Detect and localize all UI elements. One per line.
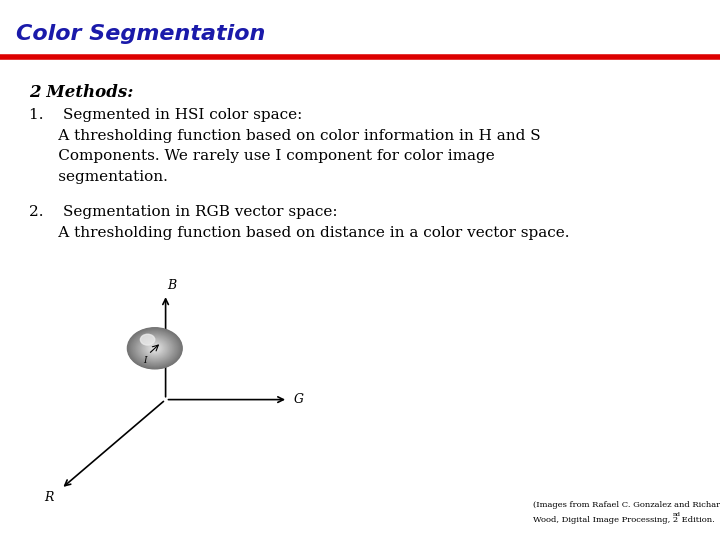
- Circle shape: [153, 347, 157, 350]
- Circle shape: [129, 329, 181, 368]
- Text: B: B: [167, 279, 176, 292]
- Circle shape: [150, 345, 160, 352]
- Text: (Images from Rafael C. Gonzalez and Richard E.: (Images from Rafael C. Gonzalez and Rich…: [533, 501, 720, 509]
- Circle shape: [148, 343, 161, 353]
- Text: R: R: [45, 491, 54, 504]
- Text: A thresholding function based on color information in H and S: A thresholding function based on color i…: [29, 129, 541, 143]
- Circle shape: [135, 334, 174, 363]
- Text: I: I: [143, 356, 146, 365]
- Circle shape: [131, 330, 179, 366]
- Circle shape: [149, 344, 161, 353]
- Circle shape: [142, 339, 168, 358]
- Circle shape: [132, 332, 177, 365]
- Text: 1.    Segmented in HSI color space:: 1. Segmented in HSI color space:: [29, 108, 302, 122]
- Circle shape: [151, 346, 158, 351]
- Circle shape: [128, 328, 181, 368]
- Circle shape: [140, 338, 169, 359]
- Text: A thresholding function based on distance in a color vector space.: A thresholding function based on distanc…: [29, 226, 570, 240]
- Circle shape: [132, 331, 178, 366]
- Circle shape: [153, 347, 156, 349]
- Circle shape: [137, 335, 173, 362]
- Text: Color Segmentation: Color Segmentation: [16, 24, 265, 44]
- Text: Edition.: Edition.: [679, 516, 715, 524]
- Circle shape: [130, 329, 180, 367]
- Circle shape: [135, 333, 175, 363]
- Circle shape: [138, 335, 172, 361]
- Circle shape: [140, 337, 170, 360]
- Circle shape: [147, 342, 163, 354]
- Text: Wood, Digital Image Processing, 2: Wood, Digital Image Processing, 2: [533, 516, 678, 524]
- Circle shape: [132, 331, 178, 366]
- Text: nd: nd: [673, 512, 681, 517]
- Circle shape: [143, 340, 166, 357]
- Circle shape: [144, 340, 166, 356]
- Circle shape: [134, 333, 176, 364]
- Circle shape: [149, 344, 161, 353]
- Circle shape: [146, 342, 163, 355]
- Circle shape: [139, 336, 171, 360]
- Circle shape: [140, 338, 169, 359]
- Text: 2.    Segmentation in RGB vector space:: 2. Segmentation in RGB vector space:: [29, 205, 338, 219]
- Circle shape: [140, 334, 155, 345]
- Circle shape: [152, 346, 158, 350]
- Circle shape: [145, 341, 165, 356]
- Circle shape: [127, 328, 182, 369]
- Circle shape: [138, 336, 171, 361]
- Text: Components. We rarely use I component for color image: Components. We rarely use I component fo…: [29, 149, 495, 163]
- Circle shape: [133, 332, 176, 365]
- Circle shape: [143, 339, 167, 357]
- Text: 2 Methods:: 2 Methods:: [29, 84, 133, 100]
- Circle shape: [148, 343, 162, 354]
- Circle shape: [130, 330, 179, 367]
- Circle shape: [141, 338, 168, 359]
- Circle shape: [150, 345, 159, 352]
- Text: G: G: [294, 393, 304, 406]
- Circle shape: [136, 334, 174, 362]
- Circle shape: [145, 341, 164, 355]
- Text: segmentation.: segmentation.: [29, 170, 168, 184]
